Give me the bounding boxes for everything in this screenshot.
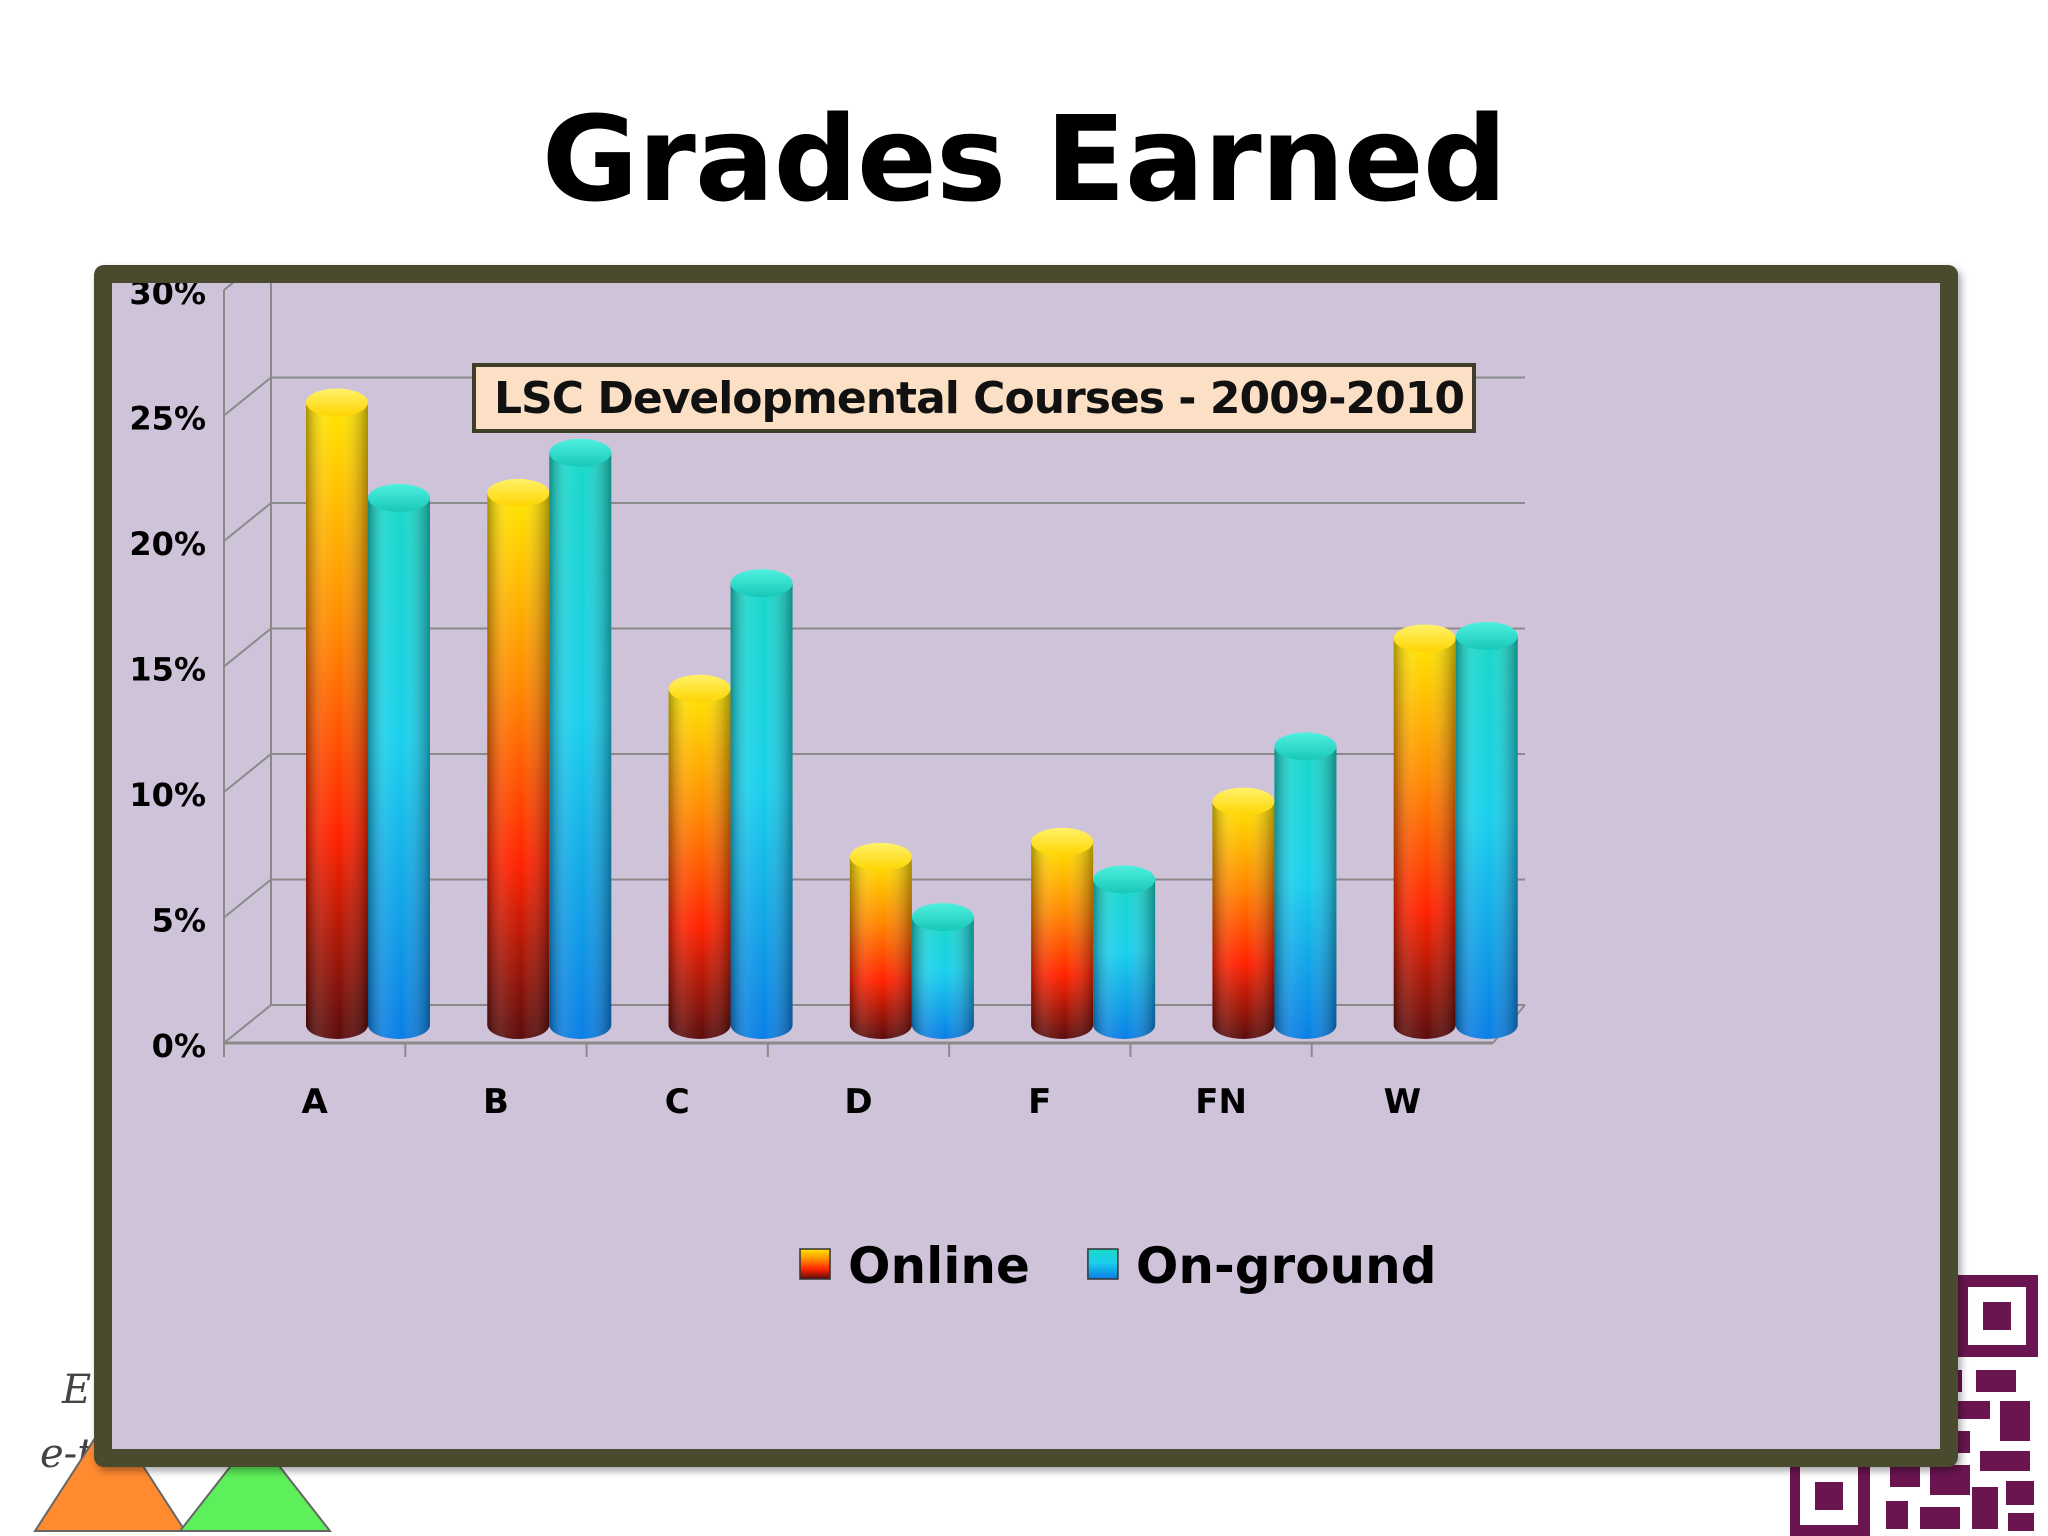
y-tick-label: 20% — [129, 525, 206, 563]
bar-online — [849, 842, 912, 1039]
svg-text:E: E — [61, 1367, 91, 1413]
bar-online — [668, 674, 731, 1039]
bar-onground — [368, 483, 430, 1039]
slide-title: Grades Earned — [541, 90, 1507, 228]
bar-cap — [911, 903, 974, 932]
bar-shading — [1393, 638, 1456, 1039]
x-tick-label: C — [665, 1082, 690, 1122]
bar-shading — [730, 583, 793, 1039]
legend-label-online: Online — [848, 1237, 1030, 1295]
y-tick-label: 0% — [152, 1027, 206, 1065]
bar-cap — [1031, 827, 1094, 856]
x-tick-label: A — [301, 1082, 328, 1122]
bar-cap — [1093, 865, 1156, 894]
x-tick-label: F — [1028, 1082, 1051, 1122]
gridline-side — [223, 878, 272, 919]
bar-shading — [1093, 879, 1156, 1039]
bar-onground — [911, 903, 974, 1039]
x-tick-label: W — [1384, 1082, 1422, 1122]
grades-bar-chart: 0% 5% 10% 15% 20% 25% 30% A B C D F FN W Online On-grou… — [129, 283, 1526, 1295]
bar-shading — [1212, 801, 1275, 1039]
bar-online — [1393, 624, 1456, 1039]
bar-shading — [668, 688, 731, 1039]
x-tick-label: B — [483, 1082, 509, 1122]
legend-swatch-onground — [1087, 1248, 1119, 1280]
bar-cap — [487, 478, 550, 507]
y-tick-label: 5% — [152, 902, 206, 940]
bar-cap — [730, 569, 793, 598]
bar-onground — [730, 569, 793, 1039]
bar-onground — [549, 438, 612, 1039]
bar-shading — [368, 497, 430, 1039]
bar-online — [487, 478, 550, 1039]
gridline-side — [223, 627, 272, 668]
bar-shading — [549, 452, 612, 1039]
bar-cap — [668, 674, 731, 703]
y-tick-label: 15% — [129, 651, 206, 689]
gridline-side — [223, 502, 272, 542]
bar-cap — [1212, 787, 1275, 816]
qr-code-icon — [1790, 1275, 2038, 1536]
bar-shading — [1274, 746, 1337, 1039]
x-tick-label: D — [844, 1082, 872, 1122]
bar-cap — [1274, 732, 1337, 761]
bar-onground — [1274, 732, 1337, 1039]
bar-shading — [487, 492, 550, 1039]
y-tick-label: 25% — [129, 400, 206, 438]
bar-online — [1031, 827, 1094, 1039]
bar-cap — [1455, 621, 1518, 650]
x-tick-label: FN — [1195, 1082, 1247, 1122]
gridline-side — [223, 1004, 272, 1044]
bar-cap — [849, 842, 912, 871]
bar-shading — [1455, 635, 1518, 1039]
gridline-side — [223, 753, 272, 793]
y-tick-label: 10% — [129, 776, 206, 814]
gridline-side — [223, 376, 272, 417]
bar-onground — [1093, 865, 1156, 1039]
chart-title: LSC Developmental Courses - 2009-2010 — [472, 363, 1477, 433]
bar-cap — [368, 483, 430, 512]
bar-cap — [549, 438, 612, 467]
organization-logo: E e-t — [33, 1367, 333, 1532]
legend-swatch-online — [799, 1248, 831, 1280]
bar-online — [306, 388, 368, 1039]
gridline-side — [223, 283, 235, 291]
bar-cap — [1393, 624, 1456, 653]
legend-label-onground: On-ground — [1136, 1237, 1437, 1295]
bar-shading — [849, 856, 912, 1039]
y-tick-label: 30% — [129, 283, 206, 312]
bar-cap — [306, 388, 368, 417]
bar-shading — [1031, 841, 1094, 1039]
bar-online — [1212, 787, 1275, 1039]
bar-shading — [306, 402, 368, 1039]
bar-shading — [911, 917, 974, 1039]
bar-onground — [1455, 621, 1518, 1039]
chart-frame: 0% 5% 10% 15% 20% 25% 30% A B C D F FN W Online On-grou… — [94, 265, 1958, 1467]
